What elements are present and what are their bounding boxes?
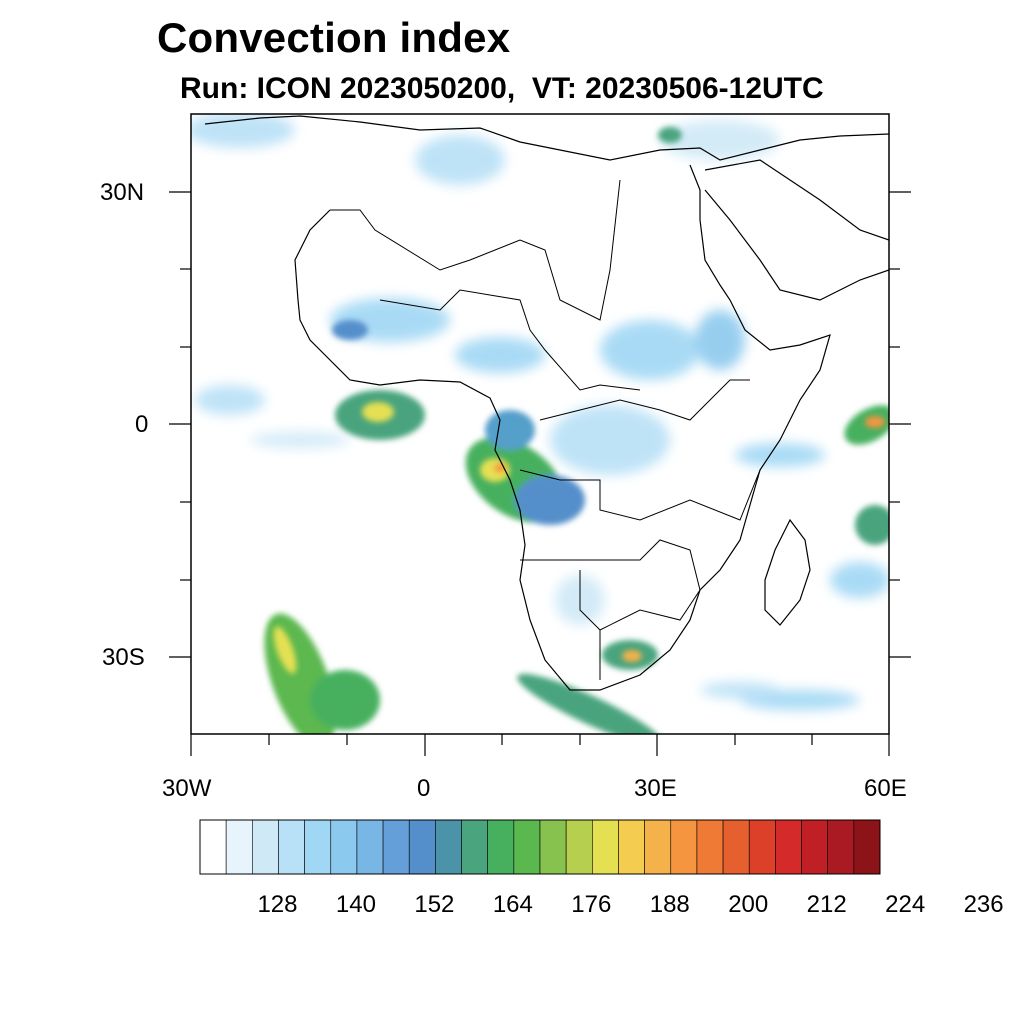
colorbar-swatch	[487, 819, 515, 875]
colorbar-swatch	[356, 819, 384, 875]
area-sudan	[600, 320, 700, 380]
colorbar-swatch	[618, 819, 645, 875]
map-subtitle: Run: ICON 2023050200, VT: 20230506-12UTC	[180, 72, 824, 106]
light-convection-areas	[191, 114, 889, 710]
map-area	[191, 114, 889, 734]
colorbar-swatch	[565, 819, 593, 875]
area-atlantic-streak	[250, 432, 350, 448]
lat-label-30n: 30N	[100, 179, 145, 206]
colorbar-swatch	[304, 819, 332, 875]
area-levant	[660, 120, 780, 160]
area-south-indian-2	[700, 682, 780, 698]
high-convection-cores	[273, 402, 885, 674]
colorbar-swatch	[592, 819, 619, 875]
cell-cameroon	[485, 410, 535, 450]
coast-arabia-west	[704, 189, 889, 301]
colorbar-label: 140	[336, 891, 376, 918]
core-indian-east	[865, 416, 885, 428]
lon-label-60e: 60E	[864, 775, 907, 802]
country-borders	[330, 179, 761, 680]
colorbar-swatch	[513, 819, 541, 875]
colorbar-swatch	[853, 819, 881, 875]
colorbar-label: 188	[650, 891, 690, 918]
colorbar-label: 152	[414, 891, 454, 918]
border-southern	[520, 539, 701, 631]
cell-atlantic-band-east	[310, 670, 380, 730]
coast-mediterranean	[204, 115, 889, 161]
area-atlantic-west	[195, 385, 265, 415]
run-label: Run: ICON 2023050200,	[180, 72, 516, 105]
border-equatorial	[539, 379, 750, 421]
area-nigeria	[455, 337, 545, 373]
colorbar-swatch	[330, 819, 358, 875]
colorbar-label: 200	[728, 891, 768, 918]
area-drc-east	[550, 405, 670, 475]
colorbar-label: 128	[257, 891, 297, 918]
colorbar-swatch	[225, 819, 253, 875]
colorbar: 128 140 152 164 176 188 200 212 224 236	[199, 819, 1004, 918]
core-southern-africa	[622, 650, 642, 662]
medium-convection-areas	[264, 127, 889, 734]
cell-levant	[658, 127, 682, 143]
lon-label-30e: 30E	[634, 775, 677, 802]
colorbar-swatch	[435, 819, 462, 875]
colorbar-swatch	[696, 819, 724, 875]
colorbar-swatch	[748, 819, 776, 875]
convection-field	[191, 114, 889, 734]
lon-label-0: 0	[417, 775, 431, 802]
colorbar-label: 164	[493, 891, 533, 918]
area-mascarene	[830, 562, 889, 598]
colorbar-swatch	[801, 819, 828, 875]
colorbar-swatch	[722, 819, 750, 875]
colorbar-swatch	[539, 819, 567, 875]
border-sahel	[379, 289, 641, 391]
colorbar-label: 176	[571, 891, 611, 918]
colorbar-swatch	[278, 819, 305, 875]
cell-south-coast	[517, 673, 663, 734]
colorbar-swatch	[775, 819, 802, 875]
coast-madagascar	[764, 518, 811, 626]
colorbar-label: 224	[885, 891, 925, 918]
colorbar-label: 236	[964, 891, 1004, 918]
coast-arabia-north	[704, 159, 889, 241]
valid-time-label: VT: 20230506-12UTC	[531, 72, 824, 105]
colorbar-outline	[199, 819, 881, 875]
colorbar-label: 212	[807, 891, 847, 918]
area-ethiopia	[695, 310, 745, 370]
colorbar-swatch	[199, 819, 227, 875]
border-sahara	[330, 179, 621, 321]
colorbar-swatch	[408, 819, 436, 875]
colorbar-swatch	[252, 819, 279, 875]
colorbar-swatch	[670, 819, 698, 875]
map-title: Convection index	[157, 14, 511, 61]
core-atlantic-band	[273, 626, 297, 674]
cell-congo-south	[515, 475, 585, 525]
colorbar-swatch	[827, 819, 855, 875]
cell-madagascar-east	[855, 505, 889, 545]
lon-label-30w: 30W	[162, 775, 212, 802]
colorbar-swatch	[382, 819, 410, 875]
cell-guinea	[332, 320, 368, 340]
colorbar-swatch	[461, 819, 488, 875]
coastlines	[204, 115, 889, 691]
coast-africa-outline	[294, 164, 831, 691]
lat-label-30s: 30S	[102, 644, 145, 671]
core-gulf-guinea	[362, 402, 394, 422]
axis-ticks	[169, 191, 911, 756]
area-somalia-coast	[735, 443, 825, 467]
area-algeria	[415, 135, 505, 185]
lat-label-0: 0	[135, 411, 149, 438]
border-central	[519, 469, 761, 521]
colorbar-swatch	[644, 819, 672, 875]
